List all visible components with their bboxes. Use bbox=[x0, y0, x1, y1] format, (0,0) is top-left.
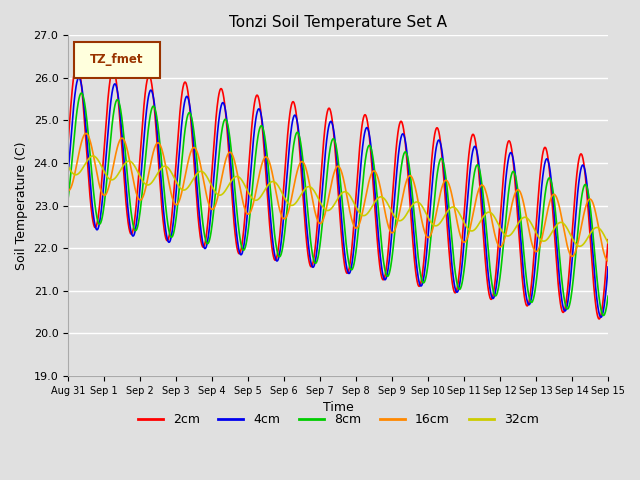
2cm bbox=[185, 94, 193, 100]
8cm bbox=[185, 110, 193, 116]
Line: 32cm: 32cm bbox=[68, 156, 608, 246]
32cm bbox=[576, 243, 584, 249]
8cm bbox=[604, 293, 612, 299]
Line: 16cm: 16cm bbox=[68, 133, 608, 261]
8cm bbox=[64, 195, 72, 201]
32cm bbox=[245, 191, 253, 196]
Line: 2cm: 2cm bbox=[68, 62, 608, 319]
16cm bbox=[422, 233, 430, 239]
32cm bbox=[172, 178, 179, 183]
16cm bbox=[172, 202, 179, 207]
16cm bbox=[64, 188, 72, 193]
FancyBboxPatch shape bbox=[74, 42, 160, 78]
8cm bbox=[600, 312, 607, 318]
8cm bbox=[493, 292, 500, 298]
4cm bbox=[604, 264, 612, 270]
16cm bbox=[604, 258, 612, 264]
2cm bbox=[595, 316, 603, 322]
4cm bbox=[172, 197, 179, 203]
8cm bbox=[245, 221, 253, 227]
2cm bbox=[604, 237, 612, 242]
X-axis label: Time: Time bbox=[323, 401, 353, 414]
16cm bbox=[245, 211, 253, 217]
16cm bbox=[540, 224, 548, 230]
2cm bbox=[245, 159, 253, 165]
4cm bbox=[540, 163, 548, 169]
4cm bbox=[64, 170, 72, 176]
32cm bbox=[493, 218, 500, 224]
8cm bbox=[540, 198, 548, 204]
32cm bbox=[64, 164, 72, 169]
Title: Tonzi Soil Temperature Set A: Tonzi Soil Temperature Set A bbox=[229, 15, 447, 30]
32cm bbox=[422, 211, 430, 216]
8cm bbox=[172, 220, 179, 226]
4cm bbox=[597, 314, 605, 320]
4cm bbox=[185, 97, 193, 103]
8cm bbox=[422, 274, 430, 279]
Line: 8cm: 8cm bbox=[68, 93, 608, 315]
Y-axis label: Soil Temperature (C): Soil Temperature (C) bbox=[15, 142, 28, 270]
Text: TZ_fmet: TZ_fmet bbox=[90, 53, 143, 66]
Legend: 2cm, 4cm, 8cm, 16cm, 32cm: 2cm, 4cm, 8cm, 16cm, 32cm bbox=[132, 408, 543, 431]
Line: 4cm: 4cm bbox=[68, 78, 608, 317]
2cm bbox=[64, 139, 72, 144]
32cm bbox=[89, 153, 97, 159]
16cm bbox=[185, 157, 193, 163]
4cm bbox=[75, 75, 83, 81]
2cm bbox=[493, 263, 500, 268]
8cm bbox=[77, 90, 85, 96]
32cm bbox=[604, 240, 612, 246]
2cm bbox=[422, 231, 430, 237]
32cm bbox=[540, 238, 548, 244]
4cm bbox=[422, 255, 430, 261]
4cm bbox=[245, 191, 253, 196]
32cm bbox=[185, 184, 193, 190]
2cm bbox=[540, 145, 548, 151]
2cm bbox=[74, 60, 81, 65]
16cm bbox=[83, 131, 90, 136]
2cm bbox=[172, 168, 179, 174]
4cm bbox=[493, 281, 500, 287]
16cm bbox=[493, 239, 500, 244]
